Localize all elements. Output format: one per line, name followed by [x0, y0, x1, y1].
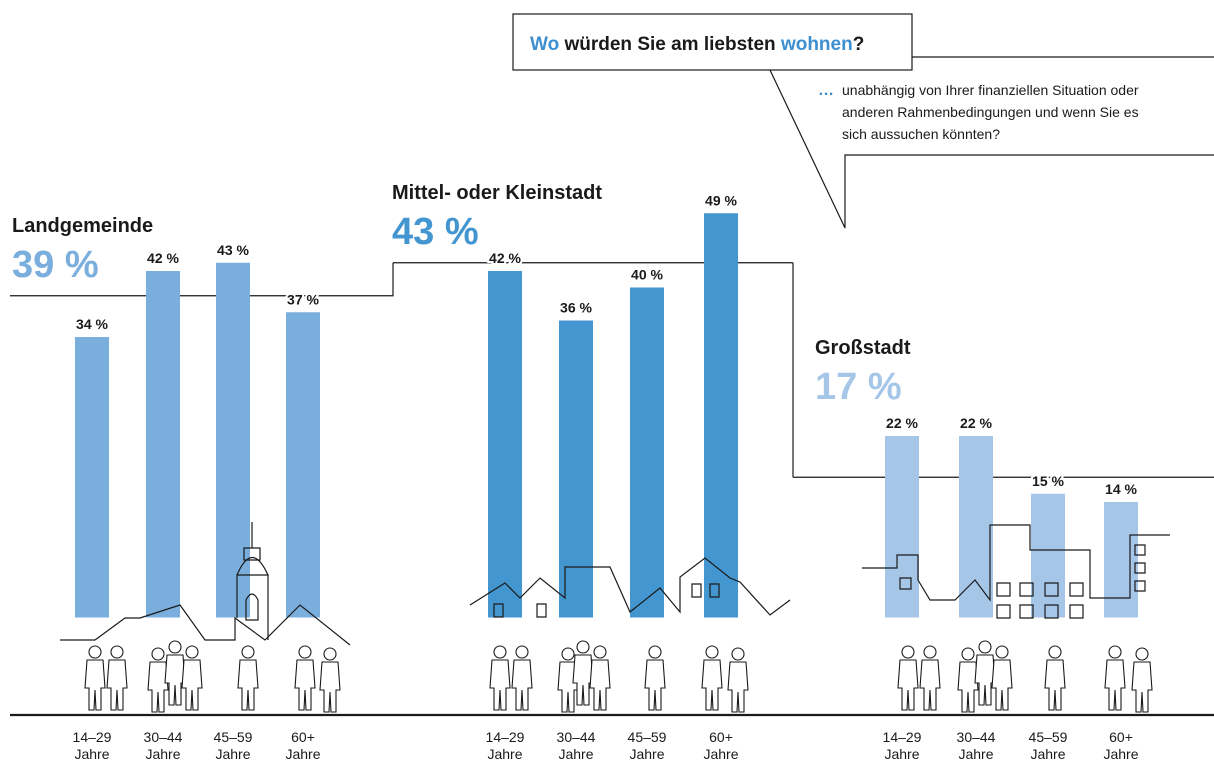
x-tick-label: 60+ Jahre	[1103, 729, 1138, 762]
x-tick-label: 60+ Jahre	[285, 729, 320, 762]
value-label: 42 %	[489, 250, 521, 266]
bar	[216, 262, 250, 618]
title-part: ?	[853, 34, 865, 55]
title-part: würden Sie am liebsten	[563, 34, 775, 55]
group-total: 39 %	[12, 244, 99, 286]
bar	[488, 271, 522, 618]
group-name: Großstadt	[815, 337, 911, 359]
people	[84, 640, 1153, 713]
value-label: 43 %	[217, 242, 249, 258]
value-label: 22 %	[886, 415, 918, 431]
x-tick-label: 45–59 Jahre	[1029, 729, 1068, 762]
x-tick-label: 45–59 Jahre	[628, 729, 667, 762]
subtitle: anderen Rahmenbedingungen und wenn Sie e…	[842, 104, 1139, 120]
group-name: Landgemeinde	[12, 215, 153, 237]
value-label: 49 %	[705, 192, 737, 208]
bar	[885, 436, 919, 618]
title: Wo würden Sie am liebsten wohnen?	[530, 34, 864, 55]
dots: …	[818, 82, 834, 99]
x-tick-label: 45–59 Jahre	[214, 729, 253, 762]
value-label: 15 %	[1032, 473, 1064, 489]
value-label: 40 %	[631, 267, 663, 283]
bar	[630, 287, 664, 618]
title-accent: wohnen	[780, 34, 853, 55]
group-total: 43 %	[392, 211, 479, 253]
value-label: 14 %	[1105, 481, 1137, 497]
value-label: 22 %	[960, 415, 992, 431]
value-label: 42 %	[147, 250, 179, 266]
bar	[559, 320, 593, 618]
value-label: 37 %	[287, 291, 319, 307]
x-tick-label: 30–44 Jahre	[557, 729, 596, 762]
bar	[704, 213, 738, 618]
x-tick-label: 30–44 Jahre	[144, 729, 183, 762]
group-name: Mittel- oder Kleinstadt	[392, 182, 602, 204]
bubble	[512, 13, 913, 71]
x-tick-label: 14–29 Jahre	[486, 729, 525, 762]
value-label: 34 %	[76, 316, 108, 332]
x-tick-label: 60+ Jahre	[703, 729, 738, 762]
x-tick-label: 30–44 Jahre	[957, 729, 996, 762]
scenery	[60, 522, 1170, 646]
bar	[959, 436, 993, 618]
bar	[75, 337, 109, 618]
x-tick-label: 14–29 Jahre	[73, 729, 112, 762]
bar	[146, 271, 180, 618]
subtitle: sich aussuchen könnten?	[842, 126, 1000, 142]
value-label: 36 %	[560, 300, 592, 316]
bar	[286, 312, 320, 618]
bar	[1104, 502, 1138, 618]
step-connector	[350, 262, 794, 478]
bar	[1031, 493, 1065, 618]
title-accent: Wo	[530, 34, 559, 55]
subtitle: unabhängig von Ihrer finanziellen Situat…	[842, 82, 1139, 98]
group-total: 17 %	[815, 366, 902, 408]
x-tick-label: 14–29 Jahre	[883, 729, 922, 762]
bubble-tail	[769, 56, 1214, 229]
